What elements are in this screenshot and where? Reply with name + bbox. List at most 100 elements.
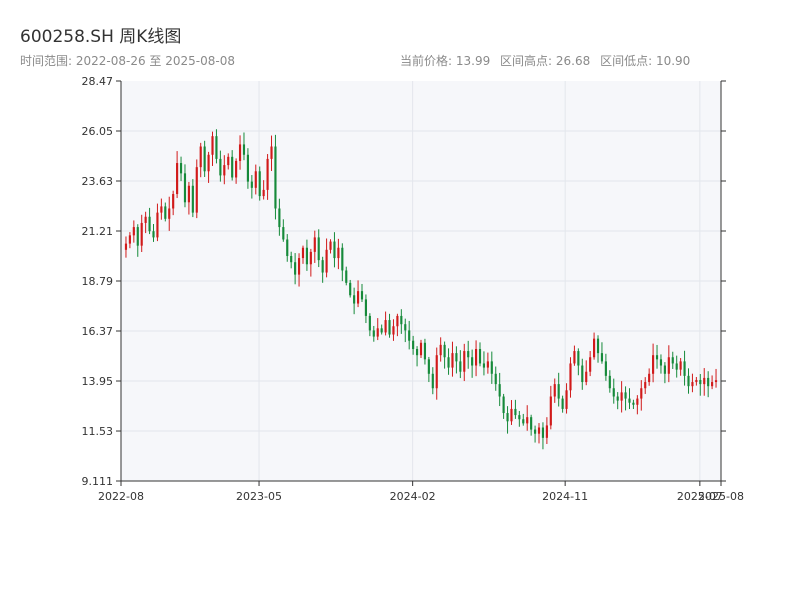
candle-body	[333, 241, 336, 259]
candle-body	[372, 330, 375, 337]
candle-body	[274, 146, 277, 209]
candle-body	[522, 419, 525, 424]
candle-body	[439, 344, 442, 356]
candle-body	[187, 185, 190, 203]
candle-body	[231, 156, 234, 178]
x-tick-label: 2024-11	[542, 490, 588, 503]
candle-body	[246, 154, 249, 182]
candle-body	[305, 247, 309, 265]
candle-body	[140, 222, 143, 246]
x-tick-label: 2024-02	[390, 490, 436, 503]
candle-body	[160, 206, 163, 213]
candle-body	[467, 351, 470, 358]
candle-body	[671, 357, 674, 364]
current-price: 当前价格: 13.99	[400, 54, 491, 68]
candle-body	[577, 351, 580, 366]
candle-body	[329, 241, 332, 250]
candle-body	[494, 373, 497, 385]
candle-body	[219, 158, 222, 176]
candle-body	[632, 402, 635, 405]
candle-body	[262, 189, 265, 197]
candle-body	[699, 379, 702, 385]
candle-body	[172, 194, 175, 209]
candle-body	[290, 256, 293, 263]
candle-body	[408, 330, 411, 341]
candle-body	[545, 425, 548, 438]
range-low: 区间低点: 10.90	[600, 54, 691, 68]
candle-body	[526, 417, 529, 424]
candle-body	[278, 208, 281, 228]
candle-body	[510, 408, 513, 422]
candle-body	[345, 270, 348, 283]
candle-body	[258, 171, 261, 197]
price-stats: 当前价格: 13.99 区间高点: 26.68 区间低点: 10.90	[400, 52, 696, 69]
candle-body	[349, 282, 352, 296]
candle-body	[156, 212, 159, 238]
candle-body	[561, 398, 564, 409]
candle-body	[644, 382, 647, 389]
x-tick-label: 2023-05	[236, 490, 282, 503]
range-high: 区间高点: 26.68	[500, 54, 591, 68]
candle-body	[148, 216, 151, 232]
candle-body	[471, 357, 474, 366]
candle-body	[235, 160, 238, 178]
candle-body	[451, 353, 454, 368]
chart-title: 600258.SH 周K线图	[20, 27, 182, 47]
candle-body	[164, 206, 167, 219]
candle-body	[482, 363, 486, 368]
candle-body	[364, 299, 368, 316]
candle-body	[695, 379, 698, 383]
candle-body	[675, 363, 678, 370]
candle-body	[514, 408, 517, 416]
candle-body	[341, 247, 344, 271]
candle-body	[612, 388, 615, 397]
candle-body	[404, 324, 407, 331]
candle-body	[396, 315, 399, 327]
date-range-subtitle: 时间范围: 2022-08-26 至 2025-08-08	[20, 54, 235, 68]
candle-body	[388, 320, 391, 335]
candle-body	[431, 373, 434, 389]
y-tick-label: 16.37	[82, 325, 114, 338]
candle-body	[376, 328, 379, 337]
candle-body	[541, 427, 545, 438]
candle-body	[616, 396, 619, 401]
candle-body	[435, 355, 438, 389]
candle-body	[423, 342, 427, 360]
candle-body	[620, 392, 623, 401]
candle-body	[443, 344, 446, 358]
candle-body	[286, 239, 289, 257]
candle-body	[502, 396, 505, 414]
candle-body	[478, 348, 482, 364]
x-tick-label: 2025-07	[677, 490, 723, 503]
y-tick-label: 26.05	[82, 125, 114, 138]
candle-body	[266, 158, 269, 190]
candle-body	[486, 361, 489, 368]
candle-body	[593, 338, 596, 358]
candle-body	[589, 357, 592, 372]
candle-body	[179, 163, 183, 174]
candle-body	[412, 340, 415, 349]
candle-body	[549, 396, 552, 426]
candle-body	[211, 136, 214, 155]
candle-body	[282, 227, 285, 240]
candle-body	[573, 351, 576, 364]
candle-body	[250, 181, 253, 188]
candle-body	[711, 382, 714, 387]
candle-body	[392, 326, 395, 335]
candle-body	[553, 384, 556, 397]
candle-body	[176, 163, 179, 195]
candle-body	[270, 146, 273, 159]
candle-body	[380, 328, 383, 333]
candle-body	[714, 380, 718, 383]
candle-body	[191, 185, 194, 213]
candle-body	[242, 144, 246, 155]
candle-body	[490, 361, 493, 374]
candle-body	[447, 357, 450, 368]
candle-body	[518, 415, 521, 420]
candle-body	[703, 377, 706, 385]
candle-body	[415, 348, 419, 356]
candle-body	[648, 373, 651, 383]
y-tick-label: 11.53	[82, 425, 114, 438]
candle-body	[360, 291, 364, 300]
